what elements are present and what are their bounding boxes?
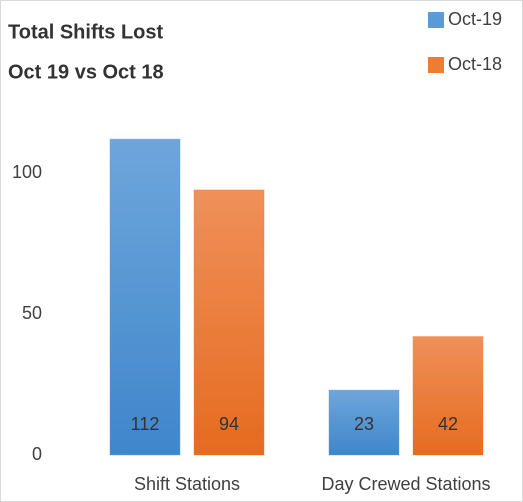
bar <box>328 389 400 456</box>
bar <box>412 336 484 456</box>
legend-swatch <box>428 12 444 28</box>
value-label: 42 <box>438 414 458 434</box>
legend-swatch <box>428 57 444 73</box>
chart-title: Total Shifts Lost <box>8 21 164 43</box>
value-label: 112 <box>131 414 160 434</box>
bar <box>109 138 181 456</box>
value-label: 94 <box>219 414 239 434</box>
x-tick-label: Shift Stations <box>134 474 240 494</box>
legend-label: Oct-19 <box>448 9 502 29</box>
bar <box>193 189 265 456</box>
chart-subtitle: Oct 19 vs Oct 18 <box>8 61 164 83</box>
y-tick-label: 0 <box>32 444 42 464</box>
y-tick-label: 100 <box>12 162 42 182</box>
x-tick-label: Day Crewed Stations <box>321 474 490 494</box>
y-tick-label: 50 <box>22 303 42 323</box>
legend-label: Oct-18 <box>448 54 502 74</box>
value-label: 23 <box>354 414 374 434</box>
